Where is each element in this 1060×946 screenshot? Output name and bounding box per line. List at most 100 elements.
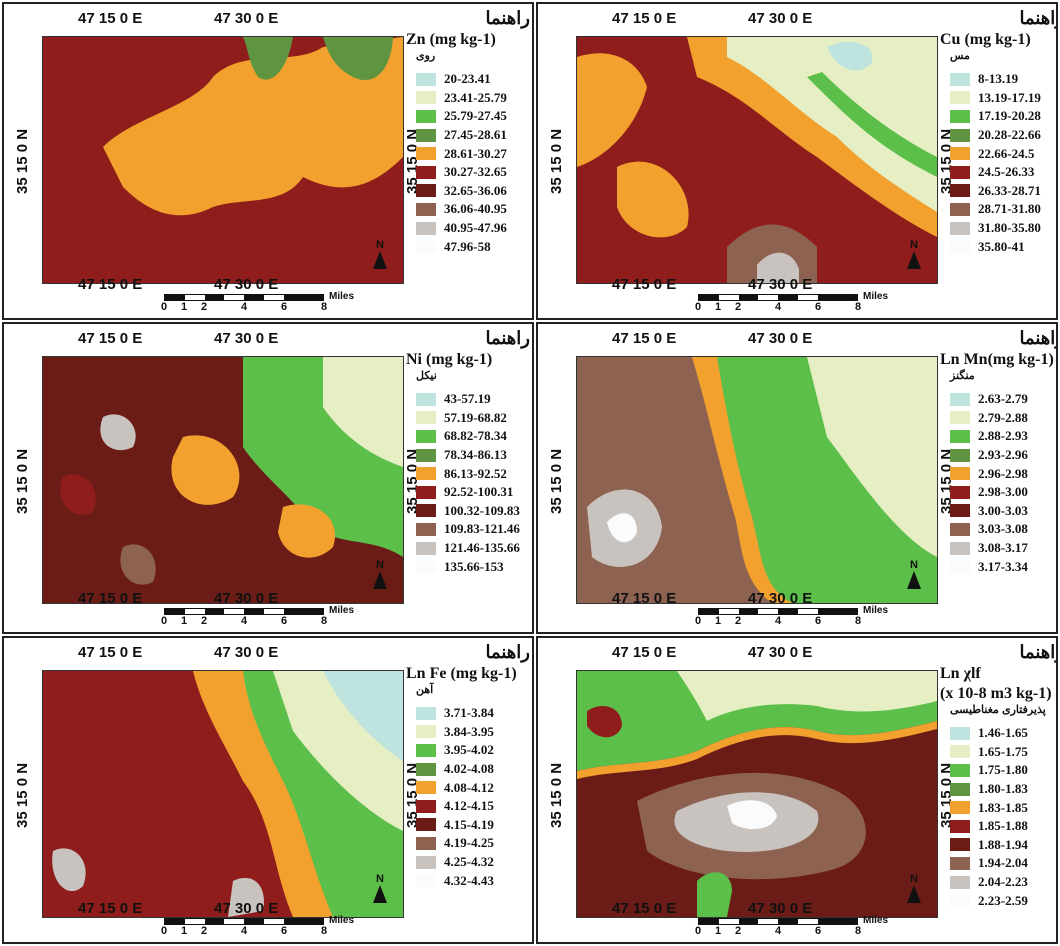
legend-title: راهنما bbox=[1019, 328, 1056, 348]
legend-class-row: 13.19-17.19 bbox=[940, 89, 1056, 108]
legend-class-row: 28.71-31.80 bbox=[940, 200, 1056, 219]
scale-tick-label: 8 bbox=[321, 925, 328, 937]
scale-tick-label: 0 bbox=[161, 301, 168, 313]
scale-bar: 0 1 2 4 6 8 Miles bbox=[695, 915, 888, 937]
legend-class-row: 3.17-3.34 bbox=[940, 557, 1056, 576]
legend-swatch bbox=[416, 72, 436, 86]
legend-class-label: 28.71-31.80 bbox=[978, 201, 1041, 217]
legend-class-label: 20.28-22.66 bbox=[978, 127, 1041, 143]
legend-swatch bbox=[950, 221, 970, 235]
legend-class-label: 2.96-2.98 bbox=[978, 465, 1028, 481]
legend-class-row: 2.04-2.23 bbox=[940, 873, 1056, 892]
legend-class-label: 4.02-4.08 bbox=[444, 761, 494, 777]
north-arrow-icon: N bbox=[371, 559, 389, 589]
north-arrow-icon: N bbox=[905, 873, 923, 903]
map-panel-ni: 47 15 0 E 47 30 0 E N 35 15 0 N 35 15 0 N 47… bbox=[2, 322, 534, 634]
legend-swatch bbox=[416, 91, 436, 105]
legend-class-row: 20.28-22.66 bbox=[940, 126, 1056, 145]
legend-class-row: 30.27-32.65 bbox=[406, 163, 532, 182]
legend-class-row: 2.93-2.96 bbox=[940, 446, 1056, 465]
scale-tick-label: 0 bbox=[695, 925, 702, 937]
scale-tick-label: 4 bbox=[775, 925, 782, 937]
interpolation-map-zn: N bbox=[42, 36, 404, 284]
longitude-label-bottom-west: 47 15 0 E bbox=[612, 276, 677, 293]
legend-swatch bbox=[950, 560, 970, 574]
scale-tick-label: 4 bbox=[775, 615, 782, 627]
legend-swatch bbox=[416, 725, 436, 739]
legend-class-label: 2.93-2.96 bbox=[978, 447, 1028, 463]
legend-class-label: 2.79-2.88 bbox=[978, 409, 1028, 425]
legend-class-row: 92.52-100.31 bbox=[406, 483, 532, 502]
legend-class-row: 26.33-28.71 bbox=[940, 182, 1056, 201]
longitude-label-bottom-west: 47 15 0 E bbox=[612, 900, 677, 917]
legend-swatch bbox=[950, 165, 970, 179]
north-label: N bbox=[910, 873, 918, 885]
legend-title: راهنما bbox=[485, 8, 530, 28]
legend-class-label: 4.15-4.19 bbox=[444, 816, 494, 832]
north-label: N bbox=[910, 559, 918, 571]
legend-class-row: 4.32-4.43 bbox=[406, 871, 532, 890]
legend-class-label: 43-57.19 bbox=[444, 391, 491, 407]
legend-variable: Ln Mn(mg kg-1) bbox=[940, 351, 1054, 368]
interpolation-map-cu: N bbox=[576, 36, 938, 284]
scale-tick-label: 4 bbox=[775, 301, 782, 313]
legend-title: راهنما bbox=[1019, 642, 1056, 662]
longitude-label-top-east: 47 30 0 E bbox=[748, 10, 813, 27]
legend-class-row: 1.83-1.85 bbox=[940, 798, 1056, 817]
legend-swatch bbox=[950, 485, 970, 499]
scale-bar: 0 1 2 4 6 8 Miles bbox=[161, 915, 354, 937]
legend-class-label: 3.95-4.02 bbox=[444, 742, 494, 758]
legend-class-label: 4.32-4.43 bbox=[444, 872, 494, 888]
legend-swatch bbox=[416, 818, 436, 832]
legend-swatch bbox=[950, 504, 970, 518]
legend-swatch bbox=[950, 109, 970, 123]
legend-class-label: 1.94-2.04 bbox=[978, 855, 1028, 871]
legend-variable: Cu (mg kg-1) bbox=[940, 31, 1031, 48]
scale-tick-label: 1 bbox=[715, 615, 722, 627]
legend-swatch bbox=[950, 467, 970, 481]
legend-swatch bbox=[416, 184, 436, 198]
legend-class-row: 4.19-4.25 bbox=[406, 834, 532, 853]
legend-swatch bbox=[950, 429, 970, 443]
legend-class-row: 25.79-27.45 bbox=[406, 107, 532, 126]
longitude-label-top-west: 47 15 0 E bbox=[612, 644, 677, 661]
legend-class-label: 1.46-1.65 bbox=[978, 725, 1028, 741]
legend-class-label: 78.34-86.13 bbox=[444, 447, 507, 463]
scale-tick-label: 0 bbox=[695, 301, 702, 313]
latitude-label-left: 35 15 0 N bbox=[548, 762, 565, 828]
legend: راهنما Cu (mg kg-1) مس 8-13.19 13.19-17.19 17… bbox=[940, 8, 1056, 256]
legend-variable-persian: آهن bbox=[416, 684, 434, 696]
legend-class-label: 2.98-3.00 bbox=[978, 484, 1028, 500]
scale-tick-label: 1 bbox=[181, 301, 188, 313]
legend-swatch bbox=[950, 782, 970, 796]
legend-class-row: 2.98-3.00 bbox=[940, 483, 1056, 502]
scale-tick-label: 4 bbox=[241, 925, 248, 937]
legend-swatch bbox=[416, 706, 436, 720]
legend-class-row: 28.61-30.27 bbox=[406, 144, 532, 163]
scale-tick-label: 2 bbox=[201, 301, 208, 313]
legend: راهنما Zn (mg kg-1) روی 20-23.41 23.41-25.79… bbox=[406, 8, 532, 256]
scale-tick-label: 0 bbox=[161, 615, 168, 627]
legend-class-row: 109.83-121.46 bbox=[406, 520, 532, 539]
legend-variable-persian: مس bbox=[950, 50, 970, 62]
scale-tick-label: 1 bbox=[715, 925, 722, 937]
scale-tick-label: 1 bbox=[181, 615, 188, 627]
legend-variable: Ni (mg kg-1) bbox=[406, 351, 493, 368]
legend-class-row: 1.88-1.94 bbox=[940, 836, 1056, 855]
north-label: N bbox=[376, 239, 384, 251]
legend-swatch bbox=[950, 745, 970, 759]
legend-class-row: 27.45-28.61 bbox=[406, 126, 532, 145]
legend-class-row: 32.65-36.06 bbox=[406, 182, 532, 201]
legend-class-row: 1.80-1.83 bbox=[940, 780, 1056, 799]
map-panel-chi: 47 15 0 E 47 30 0 E N 35 15 0 N 35 15 0 N 47… bbox=[536, 636, 1058, 944]
legend-variable: Zn (mg kg-1) bbox=[406, 31, 496, 48]
scale-tick-label: 8 bbox=[855, 615, 862, 627]
legend-class-label: 109.83-121.46 bbox=[444, 521, 520, 537]
scale-unit-label: Miles bbox=[863, 915, 889, 926]
legend-class-row: 86.13-92.52 bbox=[406, 464, 532, 483]
scale-tick-label: 2 bbox=[735, 301, 742, 313]
north-arrow-icon: N bbox=[905, 559, 923, 589]
scale-unit-label: Miles bbox=[329, 605, 355, 616]
legend-class-label: 3.08-3.17 bbox=[978, 540, 1028, 556]
legend-class-label: 25.79-27.45 bbox=[444, 108, 507, 124]
